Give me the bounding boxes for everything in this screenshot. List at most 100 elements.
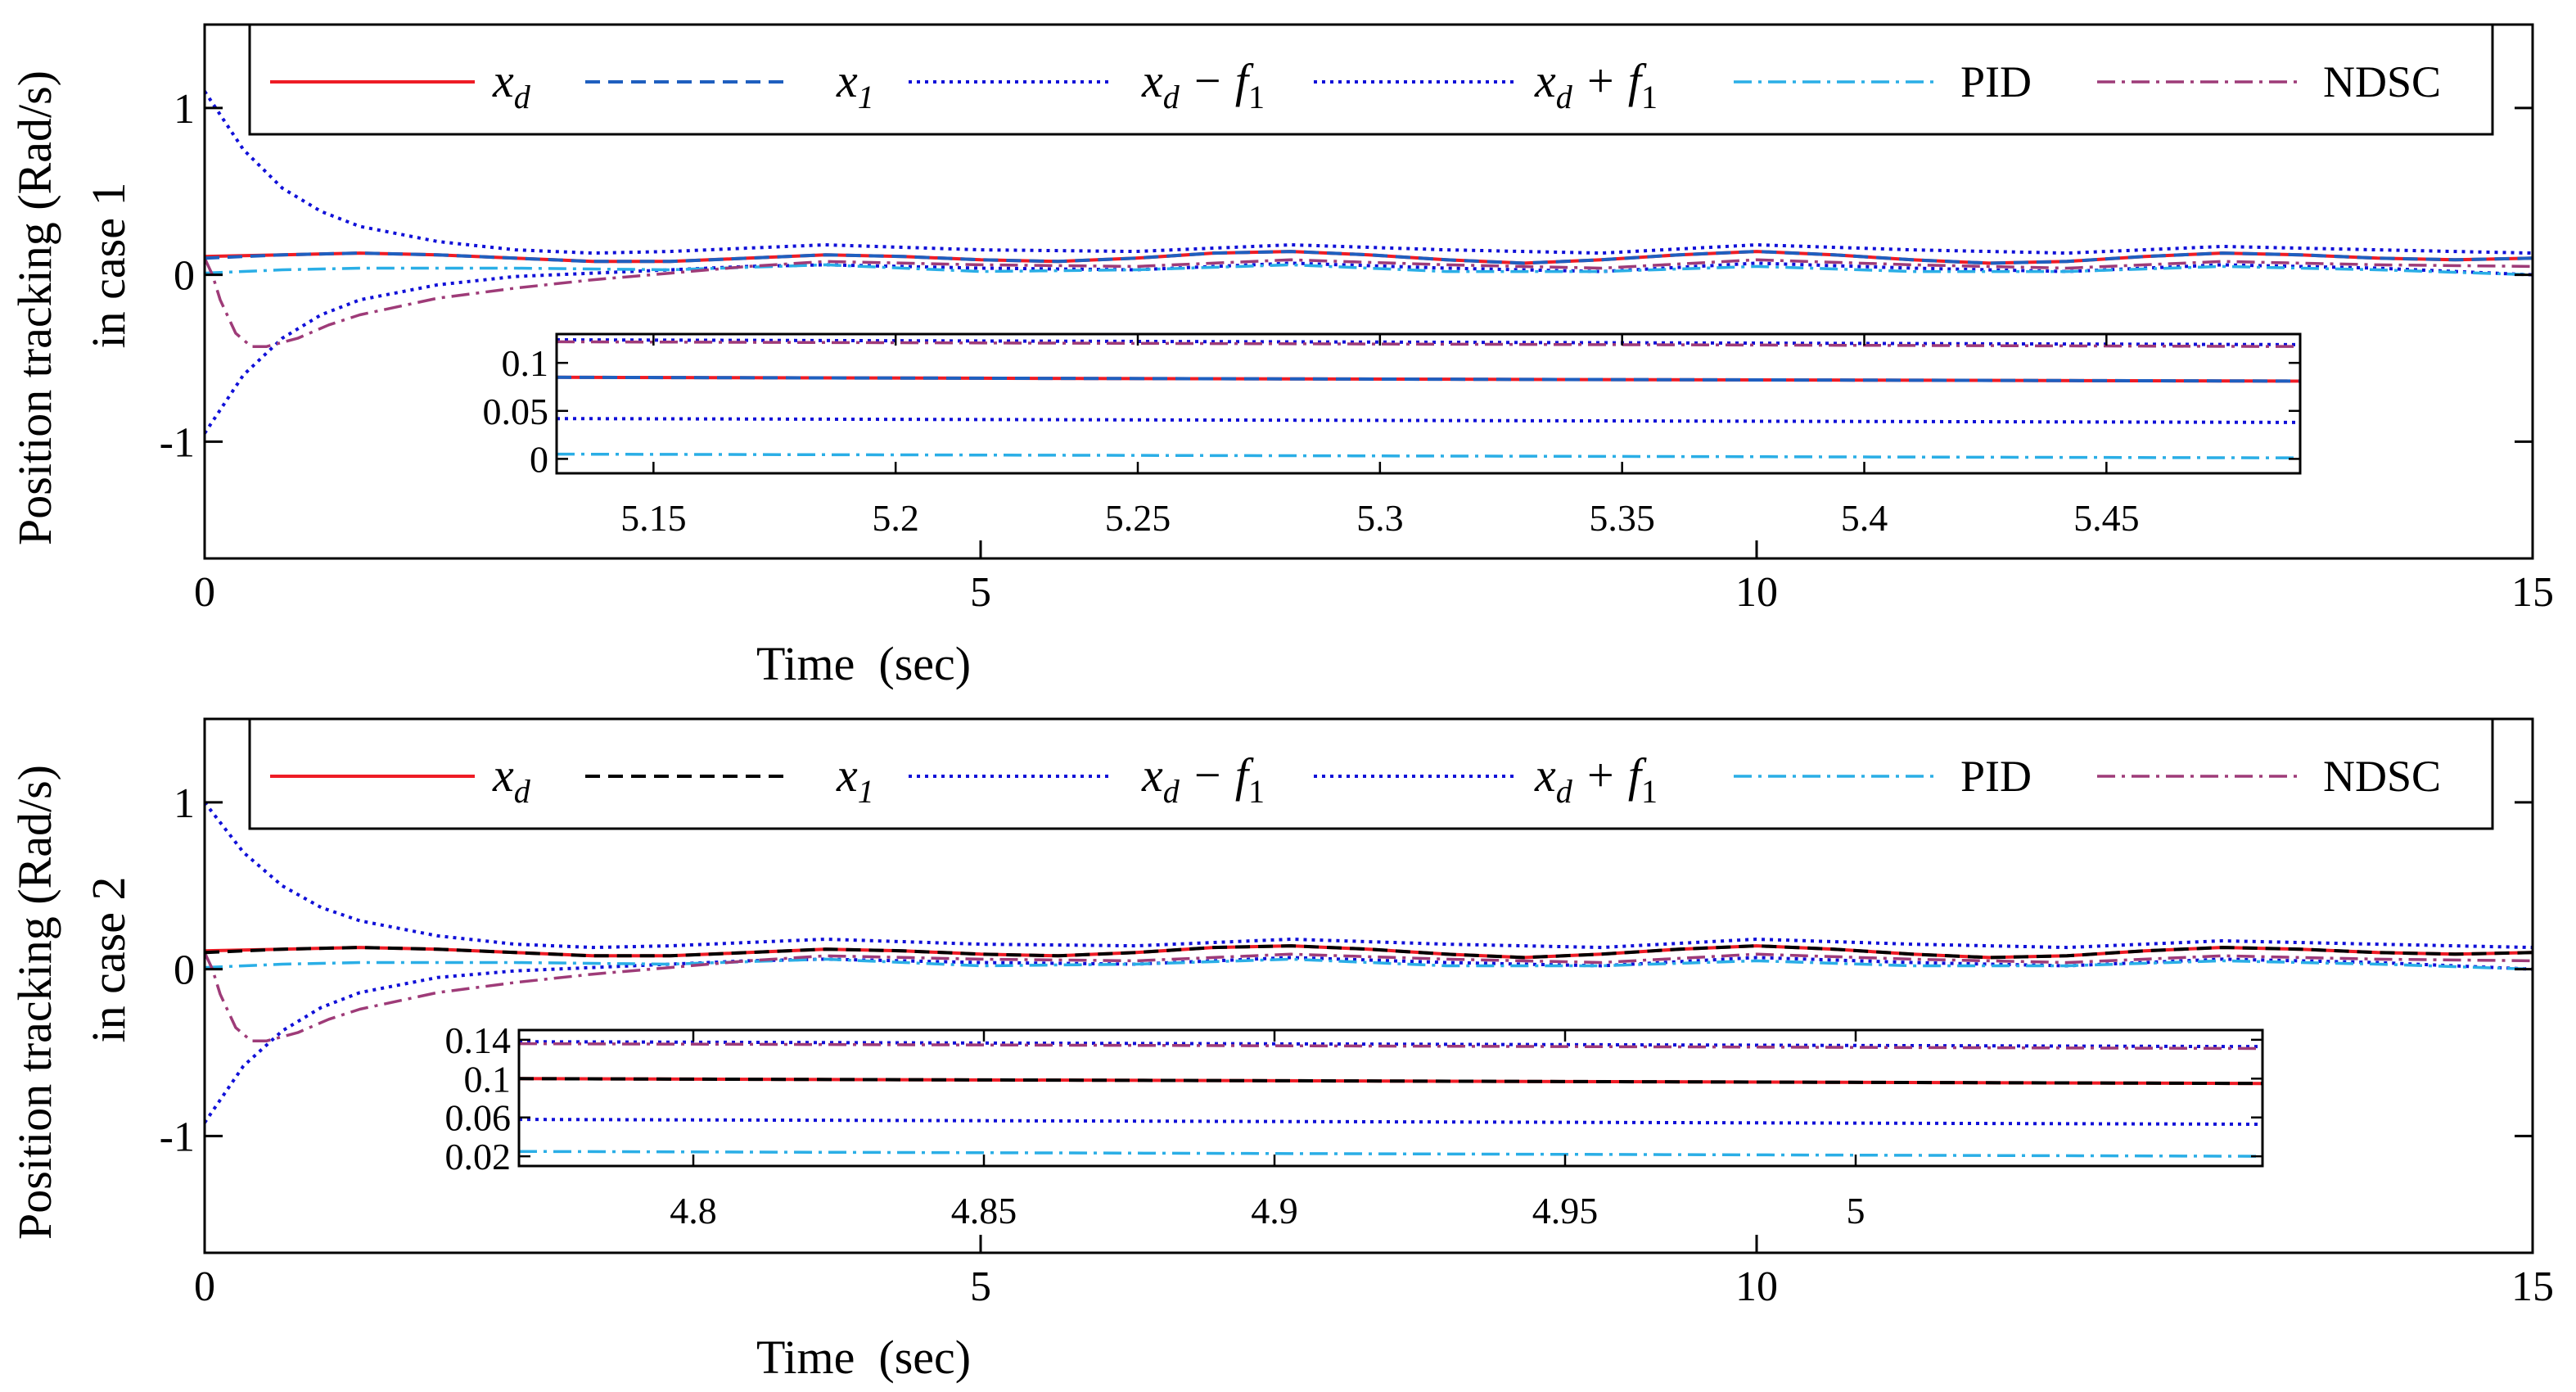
- y-axis-label: Position tracking (Rad/s): [8, 70, 61, 545]
- series-line-xd: [205, 250, 2533, 265]
- legend-math-sub: d: [1556, 79, 1573, 115]
- inset-frame: [517, 1028, 2264, 1168]
- legend-math-base: x: [1141, 54, 1163, 107]
- y-tick-label: 1: [174, 86, 195, 133]
- zoom-inset: 5.15 5.2 5.25 5.3 5.35 5.4 5.45 0 0.05 0.1: [483, 332, 2302, 539]
- legend-math-rest: − f: [1180, 54, 1254, 107]
- x-axis-label: Time (sec): [756, 637, 971, 690]
- series-line-ndsc: [205, 951, 2533, 1042]
- series-line-lower: [205, 261, 2533, 435]
- y-axis-label-case: in case 1: [82, 183, 135, 349]
- legend-math-base: x: [836, 54, 858, 107]
- legend-label-upper: xd + f1: [1534, 748, 1658, 810]
- legend-math-sub: d: [1163, 773, 1180, 810]
- inset-x-tick-label: 5.4: [1841, 497, 1888, 539]
- y-axis-label: Position tracking (Rad/s): [8, 765, 61, 1240]
- inset-series-line-pid: [557, 452, 2300, 459]
- y-axis-label-case: in case 2: [82, 877, 135, 1043]
- inset-x-tick-label: 5.2: [872, 497, 919, 539]
- inset-y-tick-label: 0.14: [445, 1019, 512, 1061]
- series-line-ndsc: [205, 257, 2533, 348]
- legend-label-lower: xd − f1: [1141, 54, 1265, 115]
- legend-label-x1: x1: [836, 748, 874, 810]
- inset-series-line-ndsc: [519, 1042, 2262, 1051]
- y-tick-label: -1: [160, 419, 195, 466]
- x-tick-label: 0: [194, 569, 215, 616]
- legend-box: [248, 23, 2494, 136]
- inset-x-tick-label: 4.9: [1251, 1190, 1298, 1232]
- legend-math-rest-sub: 1: [1248, 773, 1265, 810]
- y-tick-label: -1: [160, 1114, 195, 1160]
- series-line-upper: [205, 90, 2533, 255]
- legend-math-rest-sub: 1: [1248, 79, 1265, 115]
- inset-background: [557, 334, 2300, 473]
- legend-label-x1: x1: [836, 54, 874, 115]
- legend-math-rest: + f: [1572, 748, 1647, 802]
- inset-frame: [555, 332, 2302, 475]
- x-tick-label: 5: [970, 1263, 991, 1310]
- inset-x-tick-label: 5.35: [1589, 497, 1655, 539]
- legend-label-xd: xd: [492, 54, 531, 115]
- x-tick-label: 5: [970, 569, 991, 616]
- x-axis-label: Time (sec): [756, 1331, 971, 1384]
- inset-x-tick-label: 5.15: [620, 497, 687, 539]
- legend-label-xd: xd: [492, 748, 531, 810]
- legend-label-ndsc: NDSC: [2323, 57, 2441, 106]
- legend-math-base: x: [492, 54, 514, 107]
- legend-math-base: x: [836, 748, 858, 802]
- x-tick-label: 15: [2511, 1263, 2554, 1310]
- x-tick-label: 15: [2511, 569, 2554, 616]
- inset-y-tick-label: 0.06: [445, 1097, 512, 1139]
- x-tick-label: 10: [1735, 1263, 1778, 1310]
- legend-label-pid: PID: [1960, 57, 2032, 106]
- inset-series-line-pid: [519, 1150, 2262, 1158]
- legend-math-rest: − f: [1180, 748, 1254, 802]
- y-tick-label: 0: [174, 947, 195, 994]
- inset-background: [519, 1030, 2262, 1166]
- legend-math-sub: d: [1556, 773, 1573, 810]
- legend-math-sub: d: [514, 79, 531, 115]
- series-line-xd: [205, 944, 2533, 960]
- legend-math-sub: 1: [858, 79, 874, 115]
- series-line-upper: [205, 801, 2533, 950]
- legend-math-rest: + f: [1572, 54, 1647, 107]
- legend-math-rest-sub: 1: [1641, 79, 1658, 115]
- legend-math-sub: 1: [858, 773, 874, 810]
- inset-x-tick-label: 5.25: [1105, 497, 1171, 539]
- legend-math-base: x: [1534, 748, 1556, 802]
- legend: xd x1 xd − f1 xd + f1 PID NDSC: [248, 717, 2494, 830]
- legend-math-base: x: [1534, 54, 1556, 107]
- y-tick-label: 1: [174, 780, 195, 827]
- legend: xd x1 xd − f1 xd + f1 PID NDSC: [248, 23, 2494, 136]
- legend-box: [248, 717, 2494, 830]
- inset-x-tick-label: 5.3: [1356, 497, 1404, 539]
- inset-series-line-x1: [557, 375, 2300, 383]
- legend-math-sub: d: [1163, 79, 1180, 115]
- inset-y-tick-label: 0.1: [464, 1058, 512, 1100]
- legend-label-pid: PID: [1960, 752, 2032, 801]
- inset-x-tick-label: 5: [1847, 1190, 1865, 1232]
- legend-label-lower: xd − f1: [1141, 748, 1265, 810]
- zoom-inset: 4.8 4.85 4.9 4.95 5 0.020.060.10.14: [445, 1019, 2264, 1232]
- legend-label-ndsc: NDSC: [2323, 752, 2441, 801]
- legend-math-base: x: [1141, 748, 1163, 802]
- inset-y-tick-label: 0.05: [483, 391, 549, 432]
- legend-label-upper: xd + f1: [1534, 54, 1658, 115]
- inset-y-tick-label: 0.02: [445, 1136, 512, 1177]
- inset-x-tick-label: 4.8: [670, 1190, 717, 1232]
- y-tick-label: 0: [174, 253, 195, 300]
- inset-x-tick-label: 4.95: [1532, 1190, 1599, 1232]
- legend-math-rest-sub: 1: [1641, 773, 1658, 810]
- inset-x-tick-label: 5.45: [2073, 497, 2140, 539]
- inset-x-tick-label: 4.85: [951, 1190, 1017, 1232]
- inset-y-tick-label: 0: [530, 438, 548, 480]
- legend-math-base: x: [492, 748, 514, 802]
- inset-series-line-x1: [519, 1077, 2262, 1086]
- legend-math-sub: d: [514, 773, 531, 810]
- x-tick-label: 0: [194, 1263, 215, 1310]
- inset-y-tick-label: 0.1: [502, 342, 549, 384]
- inset-series-line-ndsc: [557, 340, 2300, 348]
